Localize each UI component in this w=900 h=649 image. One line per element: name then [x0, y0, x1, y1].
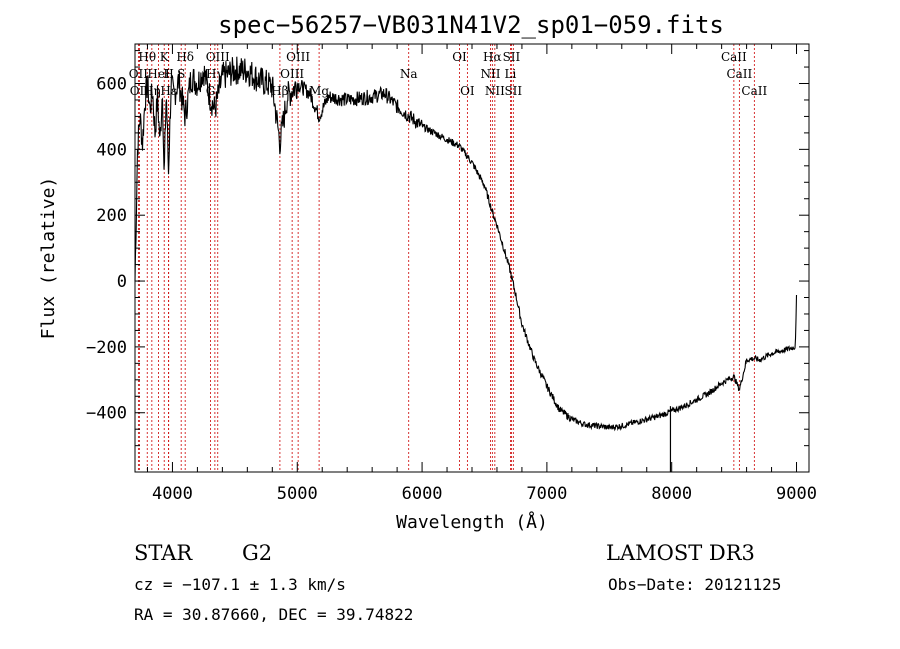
- line-label: Hα: [483, 50, 502, 64]
- survey-name: LAMOST DR3: [606, 541, 755, 565]
- line-label: K: [160, 50, 170, 64]
- line-label: OIII: [280, 67, 304, 81]
- y-tick-label: 600: [96, 75, 127, 95]
- line-label: NII: [480, 67, 500, 81]
- line-label: Hβ: [271, 84, 288, 98]
- spectrum-line: [134, 56, 798, 432]
- x-tick-label: 7000: [526, 484, 567, 504]
- x-tick-label: 6000: [402, 484, 443, 504]
- x-tick-label: 8000: [651, 484, 692, 504]
- coordinates-text: RA = 30.87660, DEC = 39.74822: [134, 605, 413, 624]
- line-label: H: [163, 67, 173, 81]
- line-label: OI: [460, 84, 475, 98]
- obs-date-text: Obs−Date: 20121125: [608, 575, 781, 594]
- line-label: Na: [400, 67, 418, 81]
- x-tick-label: 9000: [776, 484, 817, 504]
- line-label: Li: [505, 67, 517, 81]
- x-axis-label: Wavelength (Å): [396, 511, 548, 533]
- line-label: OII: [129, 67, 149, 81]
- plot-frame: [134, 43, 810, 473]
- line-label: OI: [452, 50, 467, 64]
- y-tick-label: 0: [117, 272, 127, 292]
- line-label: CaII: [741, 84, 767, 98]
- line-label: CaII: [726, 67, 752, 81]
- line-label: Hε: [160, 84, 177, 98]
- line-label: OIII: [206, 50, 230, 64]
- x-tick-label: 5000: [277, 484, 318, 504]
- y-axis-label: Flux (relative): [38, 177, 59, 340]
- emission-line-markers: [137, 44, 755, 472]
- y-tick-label: 400: [96, 140, 127, 160]
- line-label: HeI: [147, 67, 170, 81]
- redshift-text: cz = −107.1 ± 1.3 km/s: [134, 575, 346, 594]
- line-label: NII: [485, 84, 505, 98]
- y-tick-label: −400: [86, 404, 127, 424]
- x-tick-label: 4000: [152, 484, 193, 504]
- line-label: G: [206, 84, 216, 98]
- line-label: S: [177, 67, 185, 81]
- y-tick-label: 200: [96, 206, 127, 226]
- line-label: SII: [503, 50, 521, 64]
- x-axis-ticks: 4000 5000 6000 7000 8000 9000: [146, 44, 817, 504]
- chart-title: spec−56257−VB031N41V2_sp01−059.fits: [218, 11, 724, 39]
- object-class: STAR: [134, 541, 193, 565]
- line-label: OIII: [286, 50, 310, 64]
- line-label: SII: [504, 84, 522, 98]
- line-label: Hδ: [176, 50, 194, 64]
- object-subclass: G2: [242, 541, 272, 565]
- line-label: Mg: [309, 84, 329, 98]
- line-label: CaII: [721, 50, 747, 64]
- line-label: Hθ: [138, 50, 156, 64]
- y-tick-label: −200: [86, 338, 127, 358]
- y-axis-ticks: −400 −200 0 200 400 600: [86, 50, 809, 447]
